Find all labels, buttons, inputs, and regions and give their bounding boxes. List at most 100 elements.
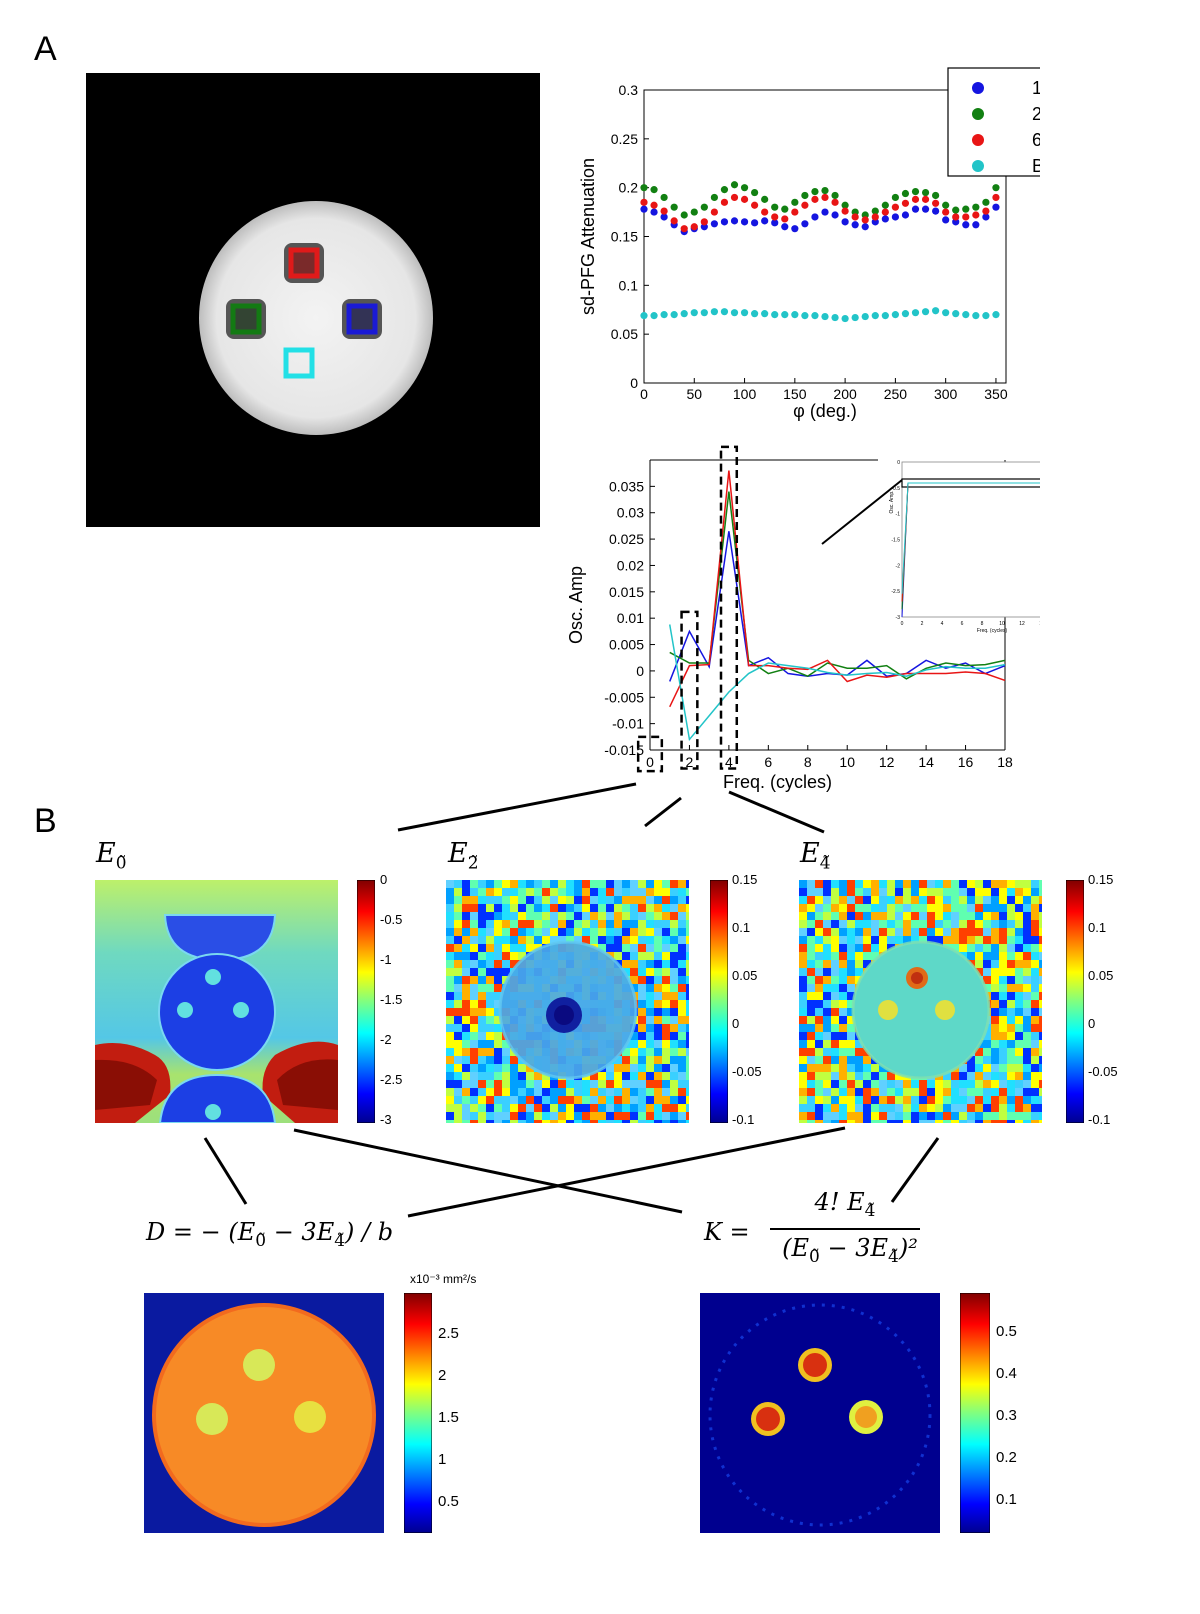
y-tick-label: 0.005 xyxy=(609,637,644,653)
cbar-d-tick: 1 xyxy=(438,1451,447,1468)
panel-label-a: A xyxy=(34,30,57,68)
map-label-e4: E4̃ xyxy=(800,838,831,874)
data-point xyxy=(791,198,799,206)
data-point xyxy=(660,207,668,215)
data-point xyxy=(710,193,718,202)
cbar-d-tick: 2 xyxy=(438,1367,447,1384)
cbar-e2-tick: 0 xyxy=(732,1016,740,1031)
map-label-e2: E2̃ xyxy=(448,838,479,874)
y-tick-label: 0.3 xyxy=(619,82,639,98)
roi-60um xyxy=(288,247,320,279)
data-point xyxy=(962,221,970,229)
y-tick-label: -0.015 xyxy=(604,742,644,758)
data-point xyxy=(901,189,910,198)
y-tick-label: 0.015 xyxy=(609,584,644,600)
data-point xyxy=(761,195,769,203)
data-point xyxy=(730,217,739,225)
x-tick-label: 2 xyxy=(686,754,694,770)
data-point xyxy=(660,311,668,319)
data-point xyxy=(992,311,1000,319)
data-point xyxy=(791,311,799,319)
data-point xyxy=(771,203,779,211)
data-point xyxy=(740,184,749,192)
data-point xyxy=(670,311,678,319)
data-point xyxy=(851,313,859,322)
d-unit-label: x10⁻³ mm²/s xyxy=(410,1272,477,1286)
x-tick-label: 0 xyxy=(640,386,648,402)
data-point xyxy=(932,207,940,215)
data-point xyxy=(932,199,940,207)
oscillation-chart: 0 2 4 6 8 10 12 14 16 18 -0.015 -0.01 -0.005 0 0.005 0.… xyxy=(566,445,1040,792)
data-point xyxy=(901,199,910,207)
data-point xyxy=(771,213,779,221)
data-point xyxy=(740,309,749,317)
data-point xyxy=(700,203,708,211)
data-point xyxy=(650,186,658,194)
x-tick-label: 350 xyxy=(984,386,1008,402)
data-point xyxy=(962,205,970,213)
data-point xyxy=(640,205,648,213)
data-point xyxy=(921,195,930,203)
legend-marker xyxy=(972,108,984,120)
series-line xyxy=(668,624,1006,742)
y-tick-label: 0.02 xyxy=(617,557,644,573)
data-point xyxy=(982,198,990,206)
data-point xyxy=(831,191,839,200)
cbar-d-tick: 2.5 xyxy=(438,1325,459,1342)
data-point xyxy=(710,208,718,216)
data-point xyxy=(881,215,889,223)
inset-frame xyxy=(901,461,1040,618)
colorbar-e0 xyxy=(357,880,375,1123)
data-point xyxy=(982,213,990,221)
x-tick-label: 6 xyxy=(764,754,772,770)
data-point xyxy=(751,188,759,197)
data-point xyxy=(841,201,849,209)
data-point xyxy=(801,220,809,228)
data-point xyxy=(861,223,869,231)
y-tick-label: -0.005 xyxy=(604,689,644,705)
x-axis-label: Freq. (cycles) xyxy=(723,772,832,792)
data-point xyxy=(861,216,869,224)
data-point xyxy=(761,217,769,225)
cbar-e4-tick: 0.1 xyxy=(1088,920,1107,935)
data-point xyxy=(811,187,819,196)
data-point xyxy=(942,216,950,224)
y-tick-label: -0.01 xyxy=(612,716,644,732)
data-point xyxy=(942,201,950,209)
x-tick-label: 50 xyxy=(686,386,702,402)
y-tick-label: 0 xyxy=(636,663,644,679)
colorbar-e4 xyxy=(1066,880,1084,1123)
cbar-e4-tick: -0.05 xyxy=(1088,1064,1118,1079)
data-point xyxy=(851,213,859,221)
x-tick-label: 8 xyxy=(804,754,812,770)
data-point xyxy=(640,184,648,192)
highlight-box xyxy=(636,735,664,773)
data-point xyxy=(801,201,809,209)
data-point xyxy=(911,205,920,213)
y-tick-label: 0 xyxy=(630,375,638,391)
data-point xyxy=(841,218,849,226)
y-tick-label: 0.035 xyxy=(609,478,644,494)
data-point xyxy=(841,207,849,215)
inset-pointer xyxy=(821,479,903,545)
y-tick-label: 0.1 xyxy=(619,277,639,293)
cbar-e0-tick: -3 xyxy=(380,1112,392,1127)
data-point xyxy=(751,201,759,209)
cbar-e0-tick: -1.5 xyxy=(380,992,403,1007)
data-point xyxy=(921,308,930,316)
cbar-e4-tick: 0.05 xyxy=(1088,968,1114,983)
data-point xyxy=(690,223,698,231)
data-point xyxy=(932,191,940,200)
inset-x-tick: 8 xyxy=(981,621,984,627)
inset-y-tick: -1 xyxy=(896,512,901,518)
x-tick-label: 10 xyxy=(839,754,855,770)
x-tick-label: 100 xyxy=(733,386,757,402)
data-point xyxy=(972,221,980,229)
data-point xyxy=(690,208,698,216)
attenuation-chart: 0 50 100 150 200 250 300 350 0 0.05 0.1 0.15 0.2 0.25… xyxy=(578,67,1040,421)
x-tick-label: 16 xyxy=(958,754,974,770)
data-point xyxy=(670,217,678,225)
x-tick-label: 18 xyxy=(997,754,1013,770)
data-point xyxy=(871,312,879,320)
phantom-disk xyxy=(199,201,433,435)
